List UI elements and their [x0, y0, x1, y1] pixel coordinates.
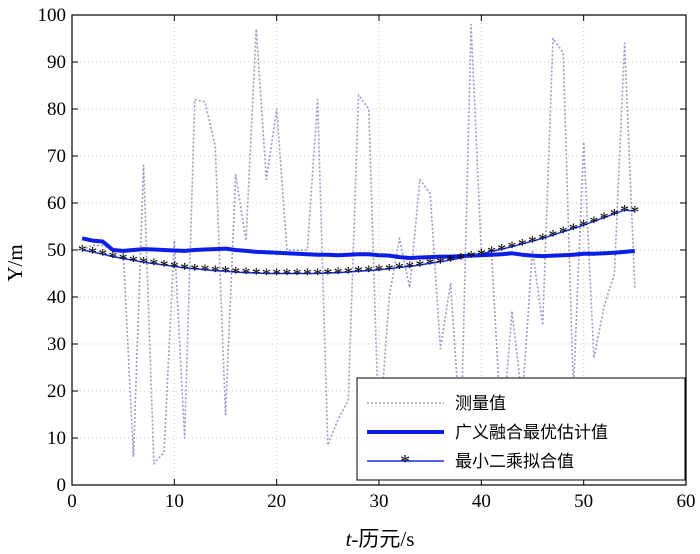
lsq-point-marker: *: [436, 253, 445, 273]
lsq-point-marker: *: [221, 262, 230, 282]
lsq-point-marker: *: [78, 241, 87, 261]
x-tick-label: 10: [165, 491, 184, 512]
lsq-point-marker: *: [149, 255, 158, 275]
lsq-point-marker: *: [385, 260, 394, 280]
y-tick-label: 90: [47, 52, 66, 73]
y-tick-label: 100: [38, 5, 67, 26]
series-layer: * * * * * * * * * * * * * * * * * * * * * * * * * * * * * * * * * * * * * * * *…: [78, 23, 639, 465]
lsq-point-marker: *: [456, 249, 465, 269]
lsq-point-marker: *: [415, 256, 424, 276]
lsq-point-marker: *: [160, 256, 169, 276]
axis-ticks: 0 10 20 30 40 50 60 0 10 20 30 40 50 60 70 80 90 100: [38, 5, 696, 512]
series-fusion-line: [81, 236, 635, 260]
legend-label-measured: 测量值: [455, 394, 506, 414]
lsq-point-marker: *: [477, 245, 486, 265]
lsq-point-marker: *: [108, 248, 117, 268]
legend-marker-lsq: *: [400, 451, 410, 473]
x-tick-label: 60: [677, 491, 696, 512]
lsq-point-marker: *: [446, 251, 455, 271]
x-axis-label-variable: t: [346, 527, 353, 551]
legend-label-fusion: 广义融合最优估计值: [455, 423, 608, 443]
x-axis-label-unit: -历元/s: [351, 527, 414, 551]
y-tick-label: 50: [47, 240, 66, 261]
lsq-point-marker: *: [467, 247, 476, 267]
lsq-point-marker: *: [559, 223, 568, 243]
lsq-point-marker: *: [252, 264, 261, 284]
y-tick-label: 60: [47, 193, 66, 214]
lsq-point-marker: *: [508, 238, 517, 258]
x-tick-label: 50: [574, 491, 593, 512]
lsq-point-marker: *: [497, 240, 506, 260]
x-tick-label: 40: [472, 491, 491, 512]
lsq-point-marker: *: [579, 216, 588, 236]
legend-entry-lsq: * 最小二乘拟合值: [367, 451, 574, 473]
y-tick-label: 30: [47, 334, 66, 355]
lsq-point-marker: *: [313, 265, 322, 285]
series-measured-line: [81, 23, 636, 465]
lsq-point-marker: *: [630, 202, 639, 222]
lsq-point-marker: *: [190, 260, 199, 280]
lsq-point-marker: *: [170, 257, 179, 277]
lsq-point-marker: *: [426, 254, 435, 274]
y-tick-label: 80: [47, 99, 66, 120]
lsq-point-marker: *: [262, 265, 271, 285]
lsq-point-marker: *: [538, 229, 547, 249]
lsq-point-marker: *: [395, 258, 404, 278]
lsq-point-marker: *: [334, 264, 343, 284]
y-tick-label: 40: [47, 287, 66, 308]
y-axis-label: Y/m: [3, 244, 27, 281]
lsq-point-marker: *: [323, 264, 332, 284]
lsq-point-marker: *: [201, 261, 210, 281]
lsq-point-marker: *: [354, 262, 363, 282]
lsq-point-marker: *: [364, 262, 373, 282]
lsq-point-marker: *: [487, 242, 496, 262]
lsq-point-marker: *: [569, 219, 578, 239]
lsq-point-marker: *: [610, 205, 619, 225]
x-tick-label: 20: [267, 491, 286, 512]
lsq-point-marker: *: [375, 261, 384, 281]
lsq-point-marker: *: [518, 235, 527, 255]
lsq-point-marker: *: [282, 265, 291, 285]
lsq-point-marker: *: [241, 264, 250, 284]
lsq-point-marker: *: [600, 209, 609, 229]
lsq-point-marker: *: [589, 212, 598, 232]
legend-entry-fusion: 广义融合最优估计值: [367, 423, 608, 443]
lsq-point-marker: *: [620, 201, 629, 221]
lsq-point-marker: *: [405, 257, 414, 277]
x-axis-label: t-历元/s: [346, 527, 415, 551]
x-tick-label: 30: [370, 491, 389, 512]
lsq-point-marker: *: [98, 245, 107, 265]
y-tick-label: 10: [47, 428, 66, 449]
lsq-point-marker: *: [139, 253, 148, 273]
lsq-point-marker: *: [293, 265, 302, 285]
lsq-point-marker: *: [548, 226, 557, 246]
lsq-point-marker: *: [211, 262, 220, 282]
lsq-point-marker: *: [528, 232, 537, 252]
lsq-point-marker: *: [180, 259, 189, 279]
lsq-point-marker: *: [88, 243, 97, 263]
lsq-point-marker: *: [129, 251, 138, 271]
series-lsq-line: [82, 209, 635, 275]
y-tick-label: 0: [57, 475, 67, 496]
x-tick-label: 0: [67, 491, 77, 512]
legend-entry-measured: 测量值: [367, 394, 506, 414]
legend-box: [356, 377, 686, 481]
lsq-point-marker: *: [303, 265, 312, 285]
legend-label-lsq: 最小二乘拟合值: [455, 452, 574, 472]
lsq-point-marker: *: [231, 263, 240, 283]
y-tick-label: 20: [47, 381, 66, 402]
y-tick-label: 70: [47, 146, 66, 167]
legend: 测量值 广义融合最优估计值 * 最小二乘拟合值: [356, 377, 686, 481]
lsq-point-marker: *: [344, 263, 353, 283]
lsq-point-marker: *: [119, 249, 128, 269]
lsq-point-marker: *: [272, 265, 281, 285]
